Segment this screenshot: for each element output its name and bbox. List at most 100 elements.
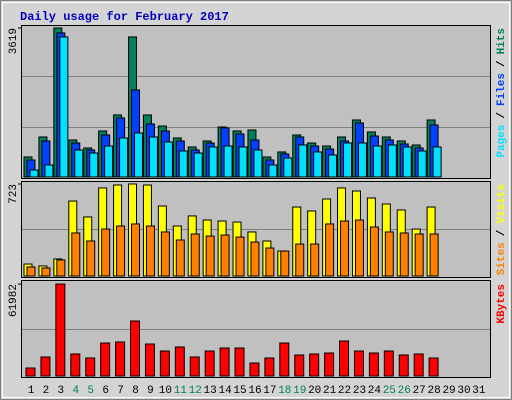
- x-tick-label: 23: [353, 385, 366, 397]
- x-tick-label: 22: [338, 385, 351, 397]
- bar: [429, 233, 439, 277]
- bar: [134, 132, 144, 178]
- bar: [44, 164, 54, 178]
- bar: [428, 357, 439, 377]
- bar: [294, 354, 305, 377]
- x-tick-label: 7: [117, 385, 124, 397]
- bar: [268, 164, 278, 178]
- bar: [148, 136, 158, 178]
- x-tick-label: 2: [43, 385, 50, 397]
- x-tick-label: 11: [174, 385, 188, 397]
- bar: [55, 283, 66, 377]
- x-tick-label: 3: [58, 385, 65, 397]
- bar: [26, 266, 36, 277]
- bar: [280, 250, 290, 277]
- bar: [189, 356, 200, 377]
- bar: [204, 350, 215, 377]
- bar: [163, 141, 173, 178]
- legend-separator: /: [496, 229, 508, 236]
- x-tick-label: 10: [159, 385, 172, 397]
- bar: [399, 232, 409, 277]
- bar: [56, 259, 66, 277]
- panels: [21, 25, 491, 378]
- x-tick-label: 17: [263, 385, 276, 397]
- bar: [59, 36, 69, 178]
- legend-entry: Sites: [496, 242, 508, 275]
- x-tick-label: 9: [147, 385, 154, 397]
- bar: [85, 357, 96, 377]
- legend-separator: /: [496, 60, 508, 67]
- x-tick-label: 18: [278, 385, 291, 397]
- bar: [398, 354, 409, 377]
- bar: [369, 226, 379, 277]
- bar: [220, 234, 230, 277]
- bar: [116, 225, 126, 277]
- x-tick-label: 15: [233, 385, 246, 397]
- bar: [340, 220, 350, 277]
- x-tick-label: 29: [442, 385, 455, 397]
- bar: [253, 149, 263, 178]
- bar: [25, 367, 36, 377]
- x-tick-label: 24: [368, 385, 382, 397]
- bar: [402, 146, 412, 178]
- bar: [130, 320, 141, 377]
- x-tick-label: 28: [428, 385, 441, 397]
- x-tick-label: 1: [28, 385, 35, 397]
- bar: [328, 154, 338, 178]
- bar: [264, 357, 275, 377]
- bar: [298, 144, 308, 178]
- bar: [193, 152, 203, 178]
- x-tick-label: 27: [413, 385, 426, 397]
- x-tick-label: 16: [248, 385, 261, 397]
- bar: [432, 146, 442, 178]
- bar: [250, 241, 260, 277]
- legend: Pages / Files / Hits: [496, 28, 508, 158]
- bar: [238, 146, 248, 178]
- bar: [160, 231, 170, 277]
- bar: [279, 342, 290, 377]
- legend-entry: Pages: [496, 125, 508, 158]
- bar: [223, 145, 233, 178]
- x-tick-label: 14: [218, 385, 232, 397]
- x-tick-label: 26: [398, 385, 411, 397]
- bar: [372, 145, 382, 178]
- legend-entry: KBytes: [496, 284, 508, 324]
- legend: Sites / Visits: [496, 184, 508, 275]
- y-tick-label: 3619: [8, 28, 20, 54]
- bar: [383, 350, 394, 377]
- x-tick-label: 6: [102, 385, 109, 397]
- bar: [354, 219, 364, 277]
- bar: [353, 350, 364, 377]
- y-tick-label: 61982: [8, 284, 20, 317]
- bar: [234, 347, 245, 377]
- bar: [339, 340, 350, 377]
- legend-entry: Hits: [496, 28, 508, 54]
- bar: [115, 341, 126, 377]
- x-tick-label: 30: [457, 385, 470, 397]
- x-tick-label: 20: [308, 385, 321, 397]
- bar: [295, 243, 305, 277]
- bar: [309, 353, 320, 377]
- bar: [190, 233, 200, 277]
- bar: [40, 356, 51, 377]
- bar: [74, 149, 84, 178]
- bar: [101, 228, 111, 277]
- bar: [29, 169, 39, 178]
- bar: [325, 223, 335, 277]
- bar: [313, 151, 323, 178]
- legend-entry: Files: [496, 73, 508, 106]
- bar: [324, 352, 335, 377]
- bar: [144, 343, 155, 377]
- chart-title: Daily usage for February 2017: [20, 10, 229, 24]
- bar: [145, 225, 155, 277]
- bar: [205, 235, 215, 277]
- bar: [343, 142, 353, 178]
- bar: [208, 146, 218, 178]
- bar: [310, 243, 320, 277]
- bar: [159, 350, 170, 377]
- x-tick-label: 13: [204, 385, 217, 397]
- bar: [71, 232, 81, 277]
- bar: [131, 223, 141, 277]
